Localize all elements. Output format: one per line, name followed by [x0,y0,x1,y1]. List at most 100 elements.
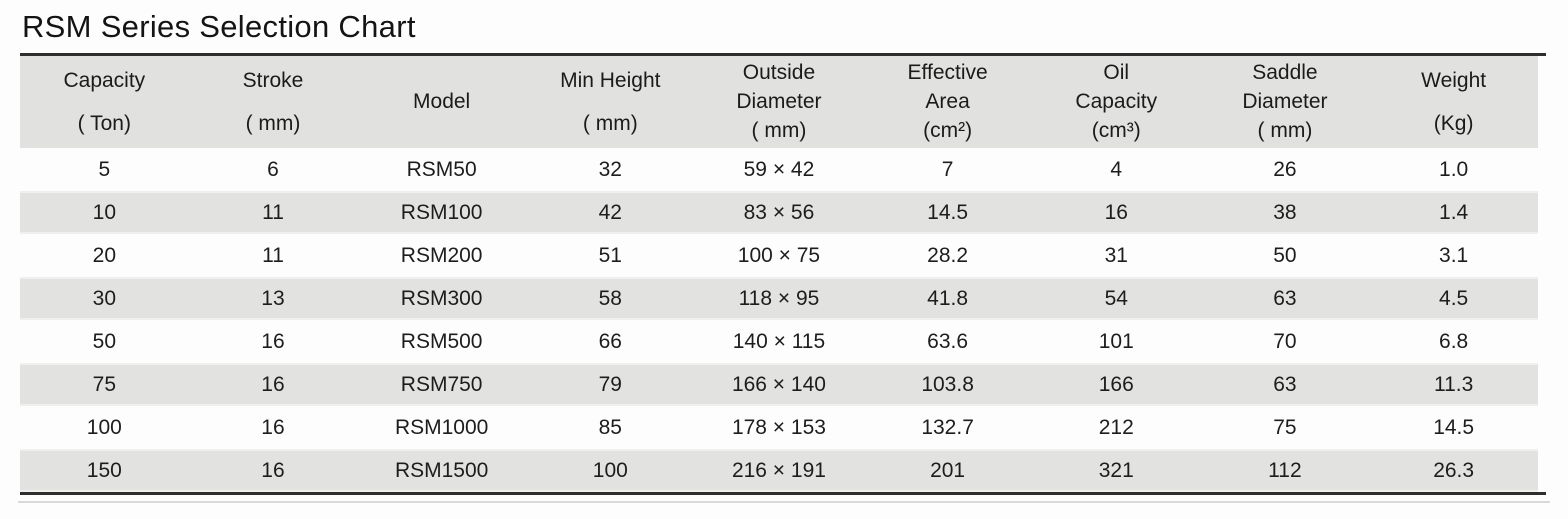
table-cell: RSM750 [357,363,526,407]
table-cell: 50 [92,329,116,353]
table-cell: 58 [525,277,695,321]
column-header-oil-capacity: Oil Capacity (cm³) [1031,56,1201,149]
column-header-stack: Weight (Kg) [1369,56,1538,148]
table-cell: 83 × 56 [694,191,864,235]
column-header-line: ( mm) [582,111,638,135]
table-cell: 16 [188,363,358,407]
column-header-line: Capacity [63,68,146,92]
table-cell: 103.8 [863,363,1032,407]
table-header-row: Capacity ( Ton) Stroke ( mm) Model Min Height… [20,56,1538,149]
table-cell: 59 × 42 [743,157,815,181]
table-cell: 100 [86,415,122,439]
column-header-stack: Outside Diameter ( mm) [695,56,864,148]
table-cell: RSM1000 [394,415,489,439]
table-cell: 11 [262,243,284,267]
table-cell: 70 [1273,329,1297,353]
column-header-line: Weight [1421,68,1487,92]
table-row-RSM100: 10 11 RSM100 42 83 × 56 14.5 16 38 1.4 [20,191,1538,235]
table-cell: 16 [261,329,285,353]
table-cell: 11.3 [1369,363,1538,407]
table-cell: 11 [188,191,358,235]
column-header-stack: Saddle Diameter ( mm) [1201,56,1370,148]
table-cell: 63.6 [927,329,969,353]
table-cell: RSM1500 [357,449,526,493]
column-header-line: Diameter [1242,90,1328,114]
page-title: RSM Series Selection Chart [22,9,416,44]
table-cell: 16 [261,415,285,439]
table-cell: 4.5 [1369,277,1538,321]
table-cell: 5 [98,157,111,181]
column-header-line: ( mm) [245,111,301,135]
table-cell: 28.2 [927,243,969,267]
table-cell: 16 [1031,191,1201,235]
table-cell: RSM300 [357,277,526,321]
table-row-RSM500: 50 16 RSM500 66 140 × 115 63.6 101 70 6.8 [20,320,1538,363]
table-cell: 6 [267,157,279,181]
table-cell: 30 [20,277,189,321]
table-cell: 150 [20,449,189,493]
table-cell: 10 [20,191,189,235]
table-cell: 31 [1104,243,1128,267]
table-cell: 7 [941,157,954,181]
table-cell: 85 [598,415,622,439]
table-cell: 16 [188,449,358,493]
table-cell: RSM500 [400,329,483,353]
column-header-weight: Weight (Kg) [1369,56,1538,149]
table-bottom-rule [20,492,1546,496]
table-row-RSM200: 20 11 RSM200 51 100 × 75 28.2 31 50 3.1 [20,234,1538,277]
column-header-stack: Stroke ( mm) [189,56,358,148]
table-cell: 166 [1031,363,1201,407]
table-cell: 51 [598,243,622,267]
table-cell: 20 [92,243,116,267]
table-cell: 4 [1110,157,1123,181]
column-header-line: (cm²) [923,118,973,142]
column-header-capacity: Capacity ( Ton) [20,56,189,149]
table-row-RSM750: 75 16 RSM750 79 166 × 140 103.8 166 63 11.3 [20,363,1538,407]
column-header-line: Min Height [560,68,661,92]
table-bottom-light-rule [18,501,1550,504]
column-header-line: ( mm) [751,118,807,142]
column-header-line: Model [413,90,471,114]
column-header-stack: Effective Area (cm²) [863,56,1032,148]
column-header-line: Stroke [242,68,304,92]
column-header-model: Model [357,56,526,149]
table-cell: 1.0 [1439,157,1469,181]
column-header-line: Capacity [1075,90,1158,114]
column-header-line: ( Ton) [77,111,131,135]
column-header-effective-area: Effective Area (cm²) [863,56,1032,149]
column-header-line: Oil [1103,61,1130,85]
table-cell: 32 [598,157,622,181]
table-cell: RSM200 [400,243,483,267]
column-header-line: (Kg) [1433,111,1474,135]
table-cell: 321 [1031,449,1201,493]
table-cell: 79 [525,363,695,407]
table-cell: 216 × 191 [694,449,864,493]
table-cell: 140 × 115 [732,329,826,353]
table-cell: 26 [1273,157,1297,181]
table-cell: 112 [1200,449,1370,493]
column-header-line: Saddle [1252,61,1318,85]
table-cell: 101 [1098,329,1134,353]
table-cell: RSM100 [357,191,526,235]
table-cell: 14.5 [863,191,1032,235]
table-cell: 50 [1273,243,1297,267]
column-header-stack: Oil Capacity (cm³) [1032,56,1201,148]
table-cell: 75 [20,363,189,407]
column-header-stack: Model [357,56,526,148]
table-row-RSM50: 5 6 RSM50 32 59 × 42 7 4 26 1.0 [20,148,1538,191]
column-header-outside-diameter: Outside Diameter ( mm) [694,56,864,149]
table-cell: 201 [863,449,1032,493]
table-cell: 212 [1098,415,1134,439]
column-header-stack: Min Height ( mm) [526,56,695,148]
table-cell: 26.3 [1369,449,1538,493]
column-header-line: Area [925,90,970,114]
table-cell: 118 × 95 [694,277,864,321]
table-cell: 54 [1031,277,1201,321]
table-row-RSM300: 30 13 RSM300 58 118 × 95 41.8 54 63 4.5 [20,277,1538,321]
column-header-saddle-diameter: Saddle Diameter ( mm) [1200,56,1370,149]
table-cell: 75 [1273,415,1297,439]
table-top-rule [20,53,1546,57]
table-cell: 6.8 [1439,329,1469,353]
column-header-line: Effective [907,61,988,85]
